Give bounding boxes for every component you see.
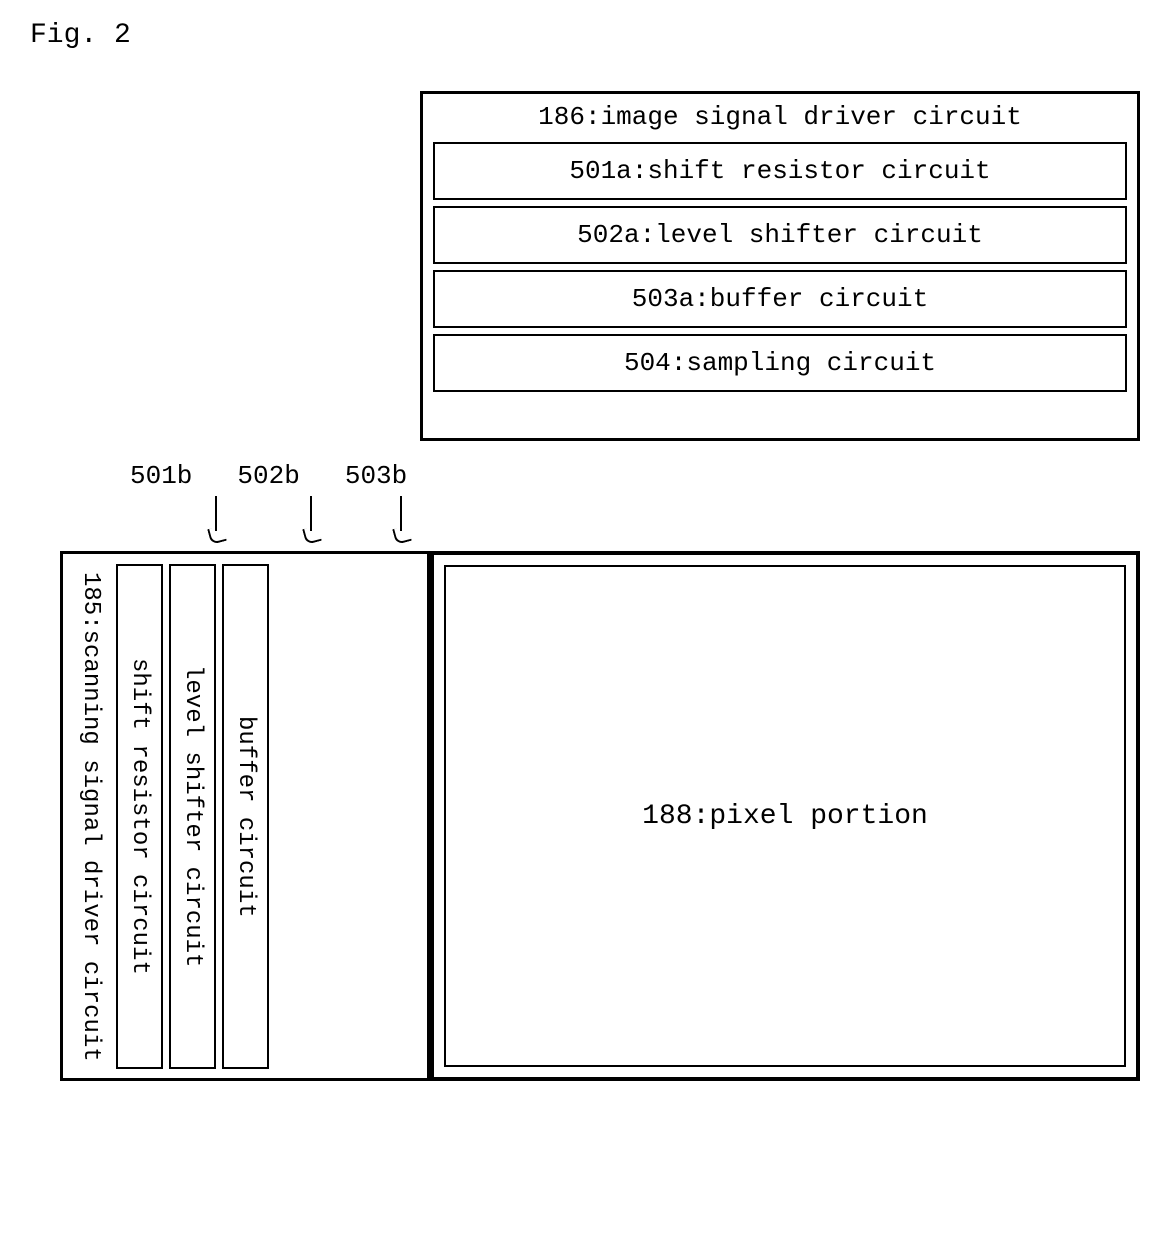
level-shifter-circuit-b: level shifter circuit: [169, 564, 216, 1069]
callout-502b: 502b: [237, 461, 299, 491]
leader-line-3: [400, 496, 402, 531]
diagram-container: 186:image signal driver circuit 501a:shi…: [60, 91, 1160, 1141]
level-shifter-circuit-a: 502a:level shifter circuit: [433, 206, 1127, 264]
pixel-portion-label: 188:pixel portion: [642, 801, 928, 832]
image-signal-driver-title: 186:image signal driver circuit: [433, 102, 1127, 132]
image-signal-driver-box: 186:image signal driver circuit 501a:shi…: [420, 91, 1140, 441]
callout-503b: 503b: [345, 461, 407, 491]
pixel-portion-box: 188:pixel portion: [430, 551, 1140, 1081]
shift-resistor-circuit-b: shift resistor circuit: [116, 564, 163, 1069]
sampling-circuit: 504:sampling circuit: [433, 334, 1127, 392]
callout-labels: 501b 502b 503b: [130, 461, 407, 491]
scanning-signal-driver-title: 185:scanning signal driver circuit: [71, 564, 110, 1144]
figure-label: Fig. 2: [30, 20, 1153, 51]
shift-resistor-circuit-a: 501a:shift resistor circuit: [433, 142, 1127, 200]
callout-501b: 501b: [130, 461, 192, 491]
buffer-circuit-b: buffer circuit: [222, 564, 269, 1069]
pixel-portion-inner: 188:pixel portion: [444, 565, 1126, 1067]
leader-line-2: [310, 496, 312, 531]
leader-line-1: [215, 496, 217, 531]
scanning-signal-driver-box: 185:scanning signal driver circuit shift…: [60, 551, 430, 1081]
buffer-circuit-a: 503a:buffer circuit: [433, 270, 1127, 328]
